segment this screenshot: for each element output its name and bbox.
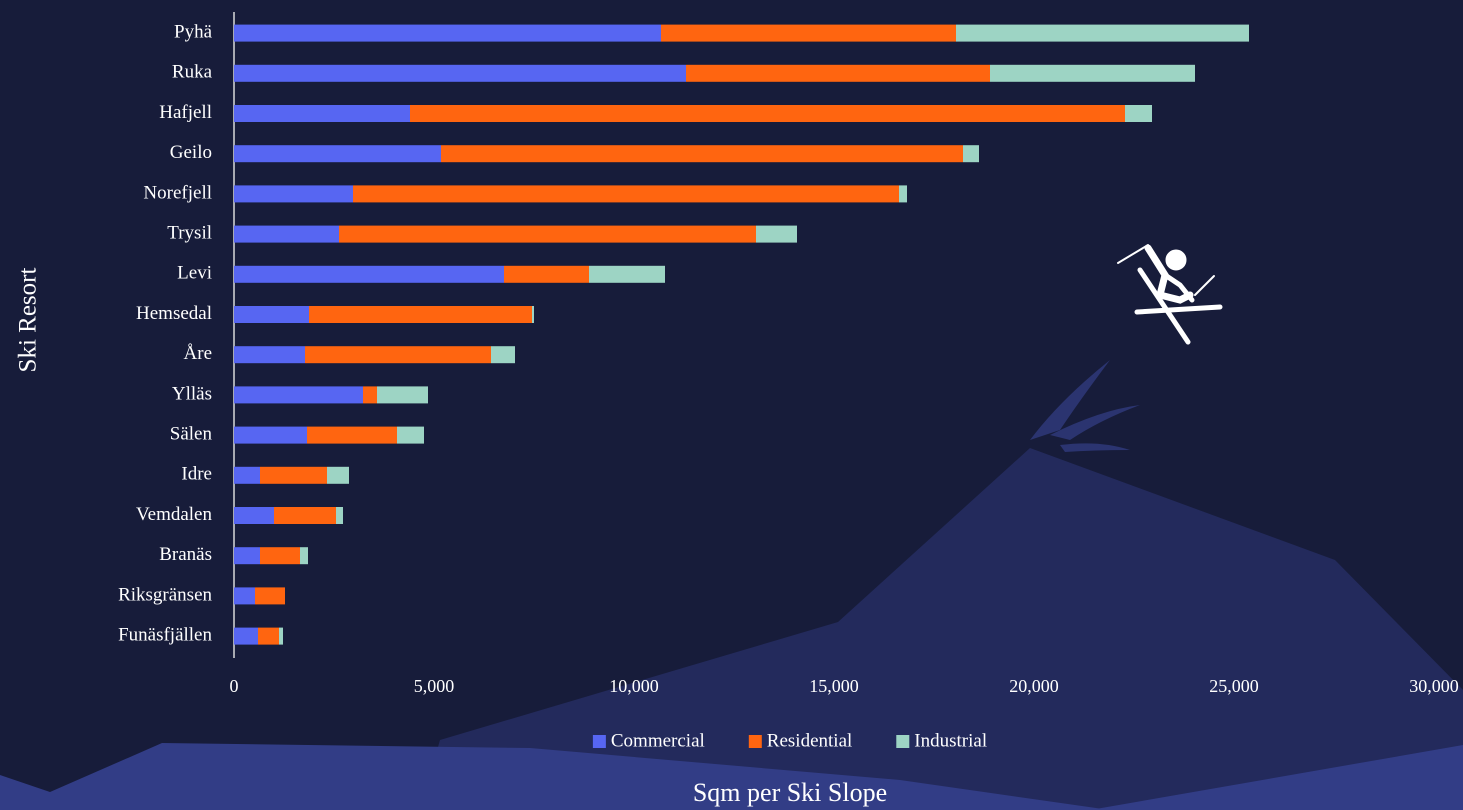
bar-segment [234,225,339,243]
bar-segment [963,145,979,163]
bar-segment [234,24,661,42]
bar-segment [397,426,424,444]
legend-item: Industrial [896,730,987,751]
y-tick-label: Ruka [172,62,213,83]
x-tick-label: 10,000 [609,676,659,696]
x-axis-title: Sqm per Ski Slope [693,778,887,807]
bar-segment [899,185,907,203]
y-tick-label: Åre [184,343,212,364]
bar-segment [234,466,260,484]
bar-segment [532,306,534,323]
bar-segment [377,386,428,404]
y-tick-label: Riksgränsen [118,584,212,605]
y-tick-label: Hemsedal [136,303,212,324]
y-tick-label: Ylläs [172,383,212,404]
bar-segment [234,627,258,645]
bar-segment [327,466,349,484]
bar-segment [309,306,532,323]
legend-label: Industrial [914,730,987,751]
legend: Commercial Residential Industrial [592,730,987,751]
bar-segment [234,346,305,364]
bar-segment [363,386,377,404]
snow-splash [1030,360,1140,452]
y-tick-label: Funäsfjällen [118,624,212,645]
background-art [0,244,1463,810]
bar-segment [279,627,283,645]
y-tick-label: Vemdalen [136,504,212,525]
legend-label: Commercial [611,730,705,751]
bar-segment [336,507,343,524]
bar-segment [234,185,353,203]
legend-swatch [896,735,910,748]
bar-segment [990,64,1195,82]
bar-segment [307,426,397,444]
legend-swatch [592,735,606,748]
bar-segment [234,386,363,404]
bar-segment [234,507,274,524]
bar-segment [234,145,441,163]
mountain-back [420,448,1463,810]
bar-segment [589,265,665,283]
bar-segment [410,105,1125,122]
bar-segment [491,346,515,364]
bar-segment [234,306,309,323]
y-tick-label: Levi [177,263,212,284]
x-tick-label: 5,000 [414,676,455,696]
mountain-front-right [1090,745,1463,810]
skier-icon [1117,244,1223,345]
bar-segment [305,346,491,364]
bar-segment [234,587,255,605]
x-tick-label: 30,000 [1409,676,1459,696]
y-tick-label: Hafjell [159,102,212,123]
y-tick-label: Trysil [167,222,212,243]
bar-segment [756,225,797,243]
plot-area: Pyhä Ruka Hafjell Geilo Norefjell Trysil Levi H… [118,21,1249,645]
bar-segment [255,587,285,605]
mountain-front-left [0,743,1110,810]
y-tick-label: Idre [181,464,212,485]
bar-segment [274,507,336,524]
bar-segment [258,627,279,645]
y-tick-label: Geilo [170,142,212,163]
legend-item: Residential [748,730,852,751]
y-tick-label: Pyhä [174,21,213,42]
bar-segment [234,265,504,283]
y-tick-label: Sälen [170,423,213,444]
bar-segment [260,547,300,565]
bar-segment [441,145,963,163]
bar-segment [661,24,956,42]
bar-segment [504,265,589,283]
legend-item: Commercial [592,730,705,751]
bar-segment [353,185,899,203]
x-tick-label: 25,000 [1209,676,1259,696]
legend-swatch [748,735,762,748]
bar-segment [956,24,1249,42]
legend-label: Residential [767,730,852,751]
bar-segment [339,225,756,243]
bar-segment [686,64,990,82]
bar-segment [234,105,410,122]
bar-segment [234,547,260,565]
x-tick-label: 0 [230,676,239,696]
x-tick-label: 20,000 [1009,676,1059,696]
y-tick-label: Branäs [159,544,212,565]
bar-segment [234,426,307,444]
y-axis-title: Ski Resort [15,268,42,373]
bar-segment [260,466,327,484]
x-tick-label: 15,000 [809,676,859,696]
bar-segment [234,64,686,82]
y-tick-label: Norefjell [143,182,212,203]
bar-segment [300,547,308,565]
bar-segment [1125,105,1152,122]
